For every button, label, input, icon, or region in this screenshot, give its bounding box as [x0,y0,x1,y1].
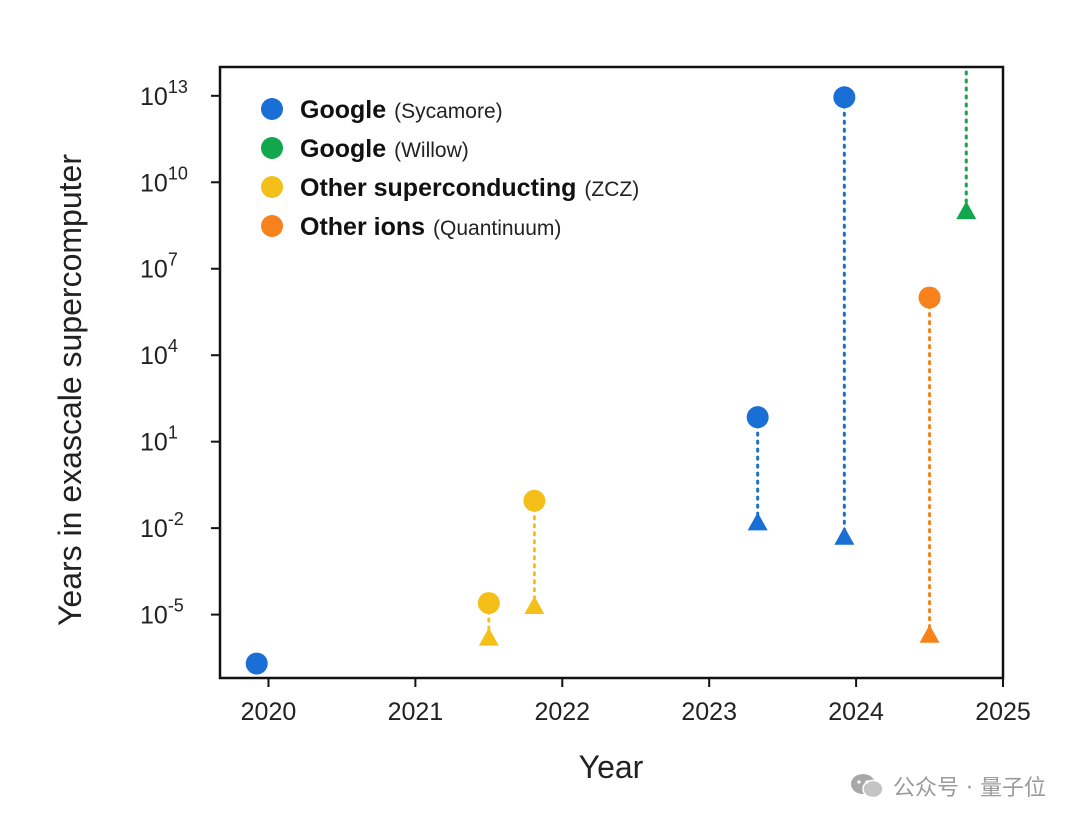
y-tick-exponent: -5 [168,596,184,616]
legend-swatch [261,137,283,159]
legend-entry: Other superconducting (ZCZ) [300,174,639,202]
x-tick-label: 2024 [828,698,884,726]
x-axis-title: Year [579,749,644,785]
circle-marker [746,406,769,429]
legend-series-name: Google [300,96,386,124]
legend-series-name: Other ions [300,213,425,241]
data-marks [245,70,977,675]
x-tick-label: 2021 [388,698,444,726]
circle-marker [833,86,856,109]
x-tick-label: 2020 [241,698,297,726]
y-tick-label: 10-2 [140,509,184,543]
y-tick-base: 10 [140,83,168,111]
legend-series-detail: (Willow) [394,139,469,162]
y-tick-base: 10 [140,429,168,457]
triangle-marker [834,526,855,545]
legend-swatch [261,176,283,198]
legend-entry: Google (Sycamore) [300,96,503,124]
y-tick-label: 1010 [140,163,188,197]
x-tick-label: 2025 [975,698,1031,726]
y-tick-exponent: 13 [168,77,188,97]
circle-marker [477,592,500,615]
y-tick-exponent: -2 [168,509,184,529]
legend-swatch [261,98,283,120]
legend-series-detail: (Sycamore) [394,100,503,123]
legend-series-name: Google [300,135,386,163]
legend-series-detail: (ZCZ) [584,178,639,201]
y-tick-label: 107 [140,250,178,284]
circle-marker [523,489,546,512]
y-tick-label: 104 [140,336,178,370]
y-tick-exponent: 7 [168,250,178,270]
y-tick-exponent: 10 [168,163,188,183]
y-tick-exponent: 4 [168,336,178,356]
x-tick-label: 2023 [681,698,737,726]
y-tick-label: 1013 [140,77,188,111]
legend-entry: Google (Willow) [300,135,469,163]
legend: Google (Sycamore) Google (Willow) Other supe… [261,96,639,241]
circle-marker [245,652,268,675]
plot-frame [218,65,1005,680]
triangle-marker [524,595,545,614]
y-tick-base: 10 [140,602,168,630]
x-axis-ticks: 2020 2021 2022 2023 2024 2025 [241,678,1031,726]
circle-marker [918,286,941,309]
legend-series-detail: (Quantinuum) [433,217,561,240]
triangle-marker [956,201,977,220]
legend-series-name: Other superconducting [300,174,576,202]
y-tick-base: 10 [140,515,168,543]
y-tick-label: 101 [140,423,178,457]
triangle-marker [919,624,940,643]
y-tick-base: 10 [140,256,168,284]
watermark: 公众号 · 量子位 [849,770,1046,802]
wechat-icon [851,774,884,799]
y-axis-title: Years in exascale supercomputer [52,154,88,626]
triangle-marker [747,512,768,531]
x-tick-label: 2022 [534,698,590,726]
y-tick-exponent: 1 [168,423,178,443]
legend-entry: Other ions (Quantinuum) [300,213,561,241]
legend-swatch [261,215,283,237]
y-tick-base: 10 [140,342,168,370]
y-tick-base: 10 [140,169,168,197]
triangle-marker [478,627,499,646]
watermark-text: 公众号 · 量子位 [893,776,1046,801]
y-tick-label: 10-5 [140,596,184,630]
